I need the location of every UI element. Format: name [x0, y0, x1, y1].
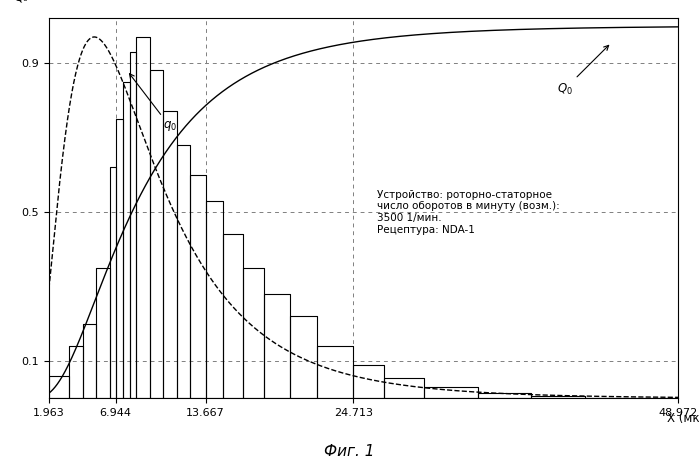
Y-axis label: Q₀: Q₀	[13, 0, 28, 3]
Text: Фиг. 1: Фиг. 1	[324, 444, 375, 458]
X-axis label: X (мкм): X (мкм)	[668, 412, 699, 425]
Text: $Q_0$: $Q_0$	[556, 45, 609, 97]
Text: Устройство: роторно-статорное
число оборотов в минуту (возм.):
3500 1/мин.
Рецеп: Устройство: роторно-статорное число обор…	[377, 190, 560, 234]
Text: $q_0$: $q_0$	[129, 74, 177, 133]
